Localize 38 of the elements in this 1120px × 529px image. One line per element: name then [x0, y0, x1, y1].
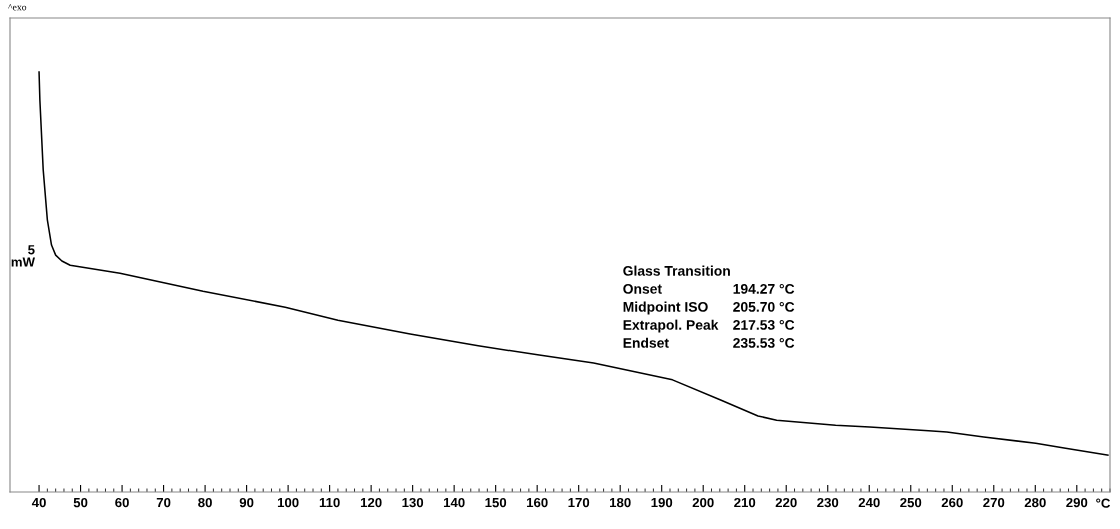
x-tick-label: 80: [198, 497, 212, 508]
x-tick-label: 40: [31, 497, 46, 508]
x-tick-label: 210: [734, 497, 756, 508]
x-tick-label: 220: [775, 497, 797, 508]
y-axis-title: 5 mW: [11, 245, 35, 267]
annotation: 217.53 °C: [733, 319, 795, 330]
annotation: 194.27 °C: [733, 283, 795, 294]
annotation: Endset: [623, 337, 669, 348]
x-tick-label: 280: [1024, 497, 1046, 508]
x-tick-label: 230: [817, 497, 839, 508]
x-tick-label: 110: [319, 497, 340, 508]
x-tick-label: 250: [900, 497, 922, 508]
x-tick-label: 150: [485, 497, 507, 508]
x-tick-label: 160: [526, 497, 548, 508]
annotation: 235.53 °C: [733, 338, 795, 348]
x-tick-label: 130: [402, 497, 424, 508]
x-tick-label: 100: [277, 497, 299, 508]
x-tick-label: 70: [156, 497, 171, 508]
x-tick-label: 190: [651, 497, 673, 508]
x-tick-label: 140: [443, 497, 465, 508]
x-tick-label: 60: [115, 497, 129, 508]
x-tick-label: 270: [983, 497, 1005, 508]
x-tick-label: 50: [73, 497, 88, 508]
annotation: Glass Transition: [623, 265, 730, 276]
x-axis-title: °C: [1096, 498, 1111, 508]
x-tick-label: 180: [610, 497, 631, 508]
x-tick-label: 120: [360, 497, 382, 508]
text: ^exo: [8, 3, 27, 11]
annotation: Extrapol. Peak: [623, 319, 719, 333]
annotation: Midpoint ISO: [623, 301, 708, 315]
annotation: Onset: [623, 283, 662, 294]
x-tick-label: 170: [568, 497, 590, 508]
x-tick-label: 290: [1066, 497, 1088, 508]
x-tick-label: 240: [858, 497, 880, 508]
x-tick-label: 200: [692, 497, 714, 508]
x-tick-label: 90: [239, 497, 254, 508]
annotation: 205.70 °C: [733, 301, 795, 312]
x-tick-label: 260: [941, 497, 963, 508]
